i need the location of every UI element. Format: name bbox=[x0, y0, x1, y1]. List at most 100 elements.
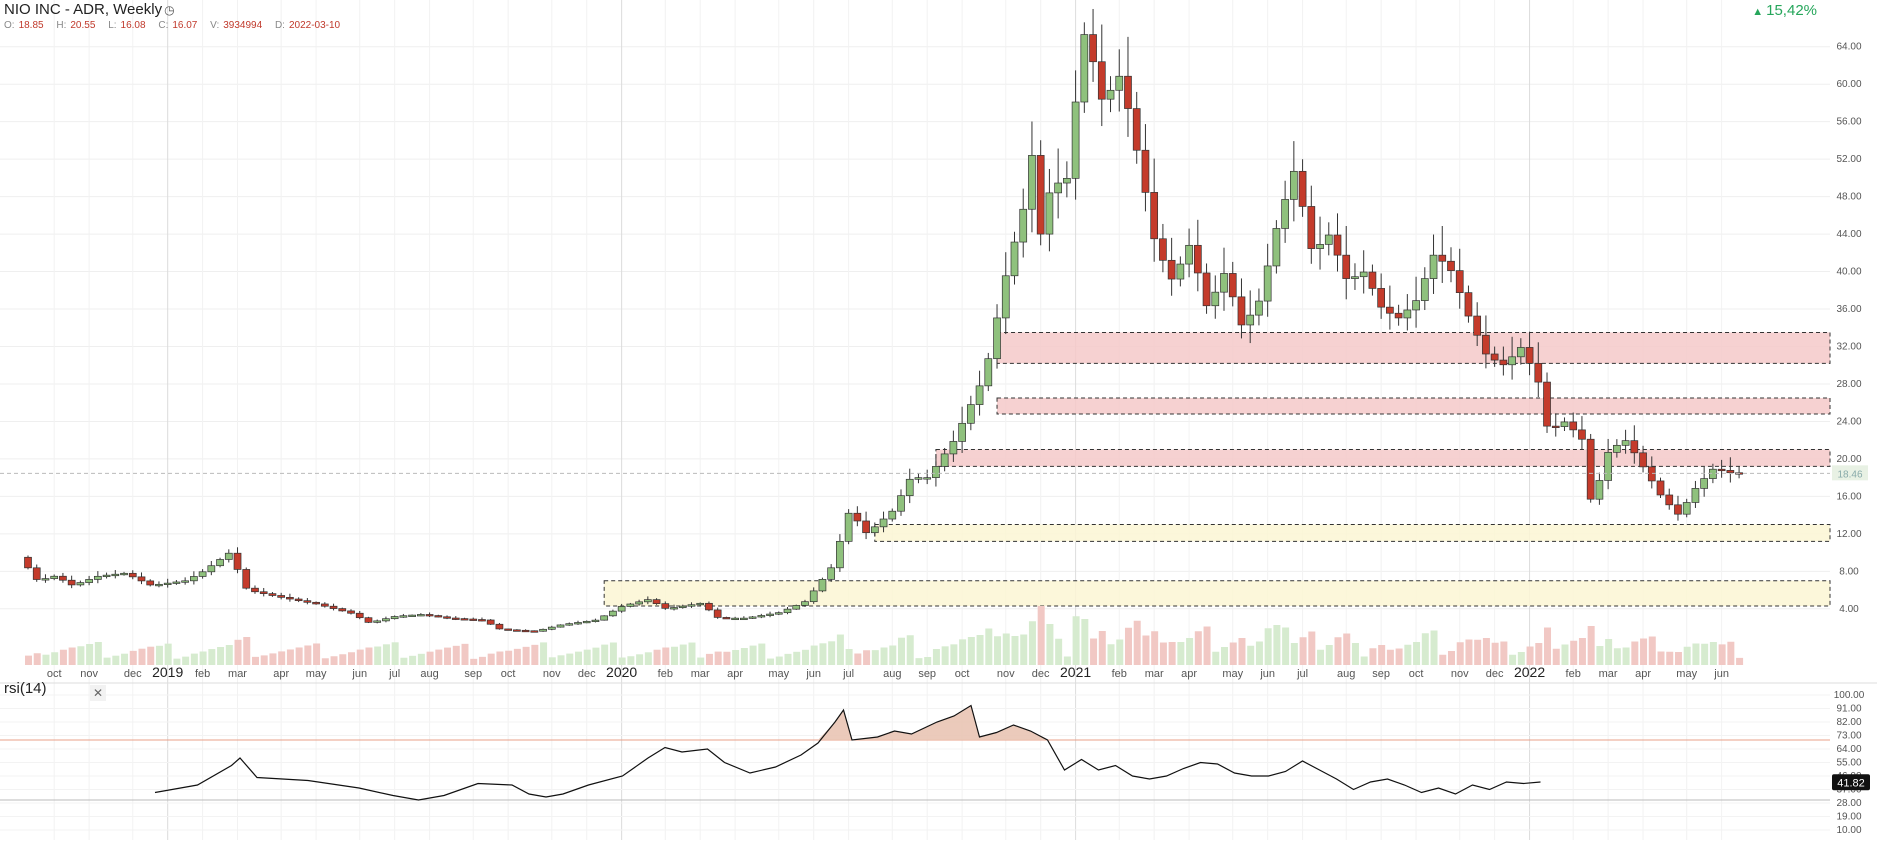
resistance-zone bbox=[935, 449, 1831, 467]
date-value: 2022-03-10 bbox=[288, 20, 341, 31]
candle-down bbox=[1298, 170, 1307, 207]
volume-bar bbox=[1151, 631, 1159, 665]
volume-bar bbox=[1020, 634, 1028, 665]
volume-bar bbox=[1692, 643, 1700, 665]
candle-up bbox=[190, 576, 198, 582]
time-tick-label: dec bbox=[578, 668, 596, 680]
candle-down bbox=[24, 556, 32, 569]
volume-bar bbox=[522, 646, 530, 665]
volume-bar bbox=[941, 646, 949, 665]
candle-up bbox=[1595, 480, 1604, 500]
candle-up bbox=[757, 615, 766, 618]
volume-bar bbox=[548, 657, 556, 665]
volume-bar bbox=[1186, 638, 1194, 665]
rsi-overbought-fill bbox=[155, 705, 1541, 740]
candle-up bbox=[85, 579, 93, 583]
volume-bar bbox=[444, 647, 452, 665]
time-tick-label: oct bbox=[501, 668, 516, 680]
candle-down bbox=[1473, 315, 1482, 336]
candle-up bbox=[574, 622, 582, 625]
volume-bar bbox=[810, 645, 818, 665]
volume-bar bbox=[1544, 627, 1552, 665]
time-tick-label: nov bbox=[997, 668, 1015, 680]
candle-up bbox=[1508, 356, 1516, 366]
candle-up bbox=[1272, 228, 1281, 267]
volume-bar bbox=[217, 647, 225, 665]
candle-up bbox=[774, 612, 783, 615]
candle-up bbox=[382, 618, 390, 622]
candle-up bbox=[565, 623, 574, 626]
time-tick-label: aug bbox=[1337, 668, 1355, 680]
candle-up bbox=[687, 604, 696, 607]
volume-bar bbox=[915, 658, 923, 665]
volume-bar bbox=[985, 628, 993, 665]
volume-bar bbox=[1098, 631, 1106, 665]
volume-bar bbox=[409, 655, 417, 665]
volume-bar bbox=[278, 651, 286, 665]
candle-up bbox=[949, 441, 958, 455]
open-value: 18.85 bbox=[18, 20, 44, 31]
candle-down bbox=[478, 619, 486, 622]
candle-down bbox=[1534, 363, 1543, 383]
volume-bar bbox=[1570, 640, 1578, 665]
volume-bar bbox=[269, 653, 277, 665]
candle-up bbox=[1220, 273, 1228, 293]
volume-bar bbox=[391, 642, 399, 665]
candle-down bbox=[1141, 149, 1150, 193]
rsi-tick-label: 28.00 bbox=[1836, 798, 1861, 809]
time-tick-label: may bbox=[1676, 668, 1697, 680]
candle-down bbox=[1499, 359, 1508, 366]
candle-down bbox=[294, 598, 303, 602]
volume-bar bbox=[1596, 646, 1604, 665]
time-tick-label: jun bbox=[805, 668, 821, 680]
volume-bar bbox=[994, 636, 1002, 665]
volume-bar bbox=[505, 650, 513, 665]
candle-up bbox=[1351, 276, 1359, 279]
volume-bar bbox=[1072, 616, 1080, 665]
time-tick-label: 2019 bbox=[152, 664, 183, 680]
price-tick-label: 40.00 bbox=[1836, 267, 1861, 278]
volume-bar bbox=[924, 657, 932, 665]
candle-up bbox=[966, 404, 975, 424]
volume-bar bbox=[487, 653, 495, 665]
resistance-zone bbox=[996, 331, 1831, 364]
volume-bar bbox=[906, 635, 914, 665]
volume-bar bbox=[400, 657, 408, 665]
candle-down bbox=[434, 615, 443, 618]
candle-up bbox=[102, 574, 111, 578]
candle-down bbox=[1342, 254, 1351, 279]
date-label: D: bbox=[274, 20, 285, 31]
candle-down bbox=[251, 587, 259, 593]
candle-up bbox=[1255, 300, 1263, 316]
volume-bar bbox=[1718, 644, 1726, 665]
close-icon[interactable]: ✕ bbox=[90, 685, 106, 701]
candle-up bbox=[984, 358, 993, 387]
volume-bar bbox=[1500, 641, 1508, 665]
candle-up bbox=[617, 606, 626, 612]
candle-down bbox=[451, 617, 460, 620]
volume-bar bbox=[374, 646, 382, 665]
candle-up bbox=[198, 571, 207, 577]
candle-up bbox=[731, 617, 739, 621]
candle-up bbox=[783, 608, 792, 614]
volume-bar bbox=[339, 654, 347, 665]
volume-bar bbox=[566, 653, 574, 665]
volume-bar bbox=[42, 654, 50, 665]
candle-down bbox=[713, 609, 722, 618]
time-tick-label: oct bbox=[955, 668, 970, 680]
candle-up bbox=[1412, 300, 1420, 311]
volume-bar bbox=[1535, 643, 1543, 665]
price-tick-label: 28.00 bbox=[1836, 379, 1861, 390]
candle-up bbox=[1080, 34, 1089, 103]
time-tick-label: mar bbox=[1599, 668, 1618, 680]
high-label: H: bbox=[56, 20, 67, 31]
volume-bar bbox=[1360, 656, 1368, 665]
candle-down bbox=[486, 619, 495, 625]
rsi-line bbox=[154, 704, 1541, 801]
volume-bar bbox=[1081, 619, 1089, 665]
candle-down bbox=[1717, 468, 1726, 472]
volume-bar bbox=[889, 645, 897, 665]
volume-bar bbox=[1709, 642, 1717, 665]
candle-down bbox=[1726, 470, 1735, 474]
